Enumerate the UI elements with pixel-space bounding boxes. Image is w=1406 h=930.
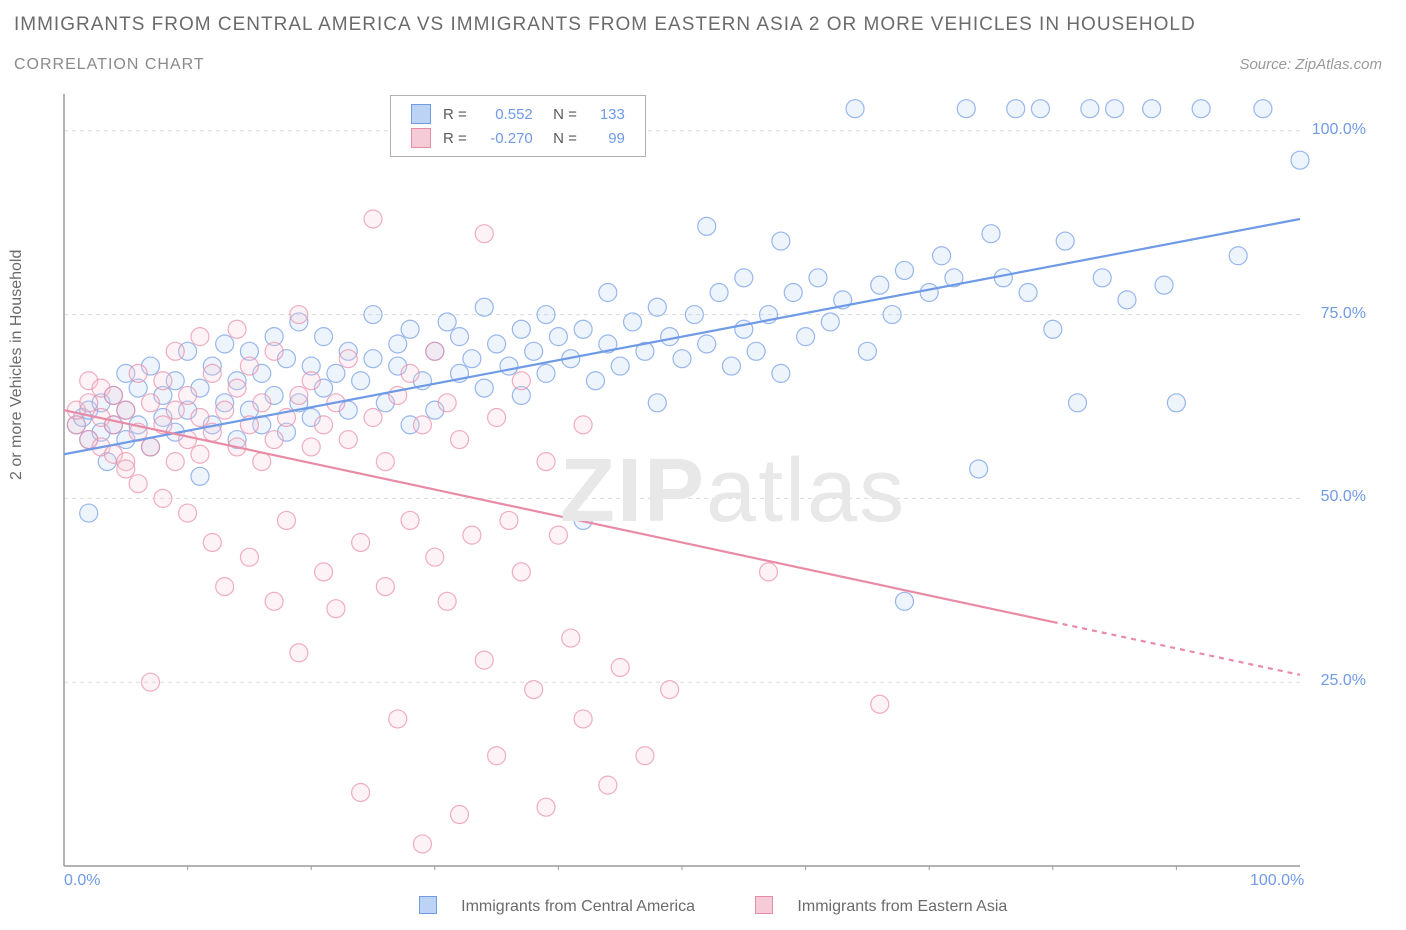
y-tick: 75.0% — [1296, 305, 1366, 323]
y-tick: 100.0% — [1296, 121, 1366, 139]
series-legend: Immigrants from Central America Immigran… — [0, 896, 1406, 916]
y-tick: 25.0% — [1296, 672, 1366, 690]
x-tick: 100.0% — [1250, 872, 1304, 890]
y-tick: 50.0% — [1296, 488, 1366, 506]
legend-row: R =0.552 N =133 — [405, 102, 631, 126]
chart-subtitle: CORRELATION CHART — [14, 56, 205, 74]
source-label: Source: ZipAtlas.com — [1239, 56, 1382, 73]
y-axis-label: 2 or more Vehicles in Household — [8, 250, 26, 480]
correlation-legend: R =0.552 N =133R =-0.270 N =99 — [390, 95, 646, 157]
chart-title: IMMIGRANTS FROM CENTRAL AMERICA VS IMMIG… — [14, 14, 1196, 36]
x-tick: 0.0% — [64, 872, 100, 890]
legend-row: R =-0.270 N =99 — [405, 126, 631, 150]
scatter-plot — [60, 90, 1360, 870]
legend-item: Immigrants from Eastern Asia — [735, 898, 1007, 915]
legend-item: Immigrants from Central America — [399, 898, 695, 915]
